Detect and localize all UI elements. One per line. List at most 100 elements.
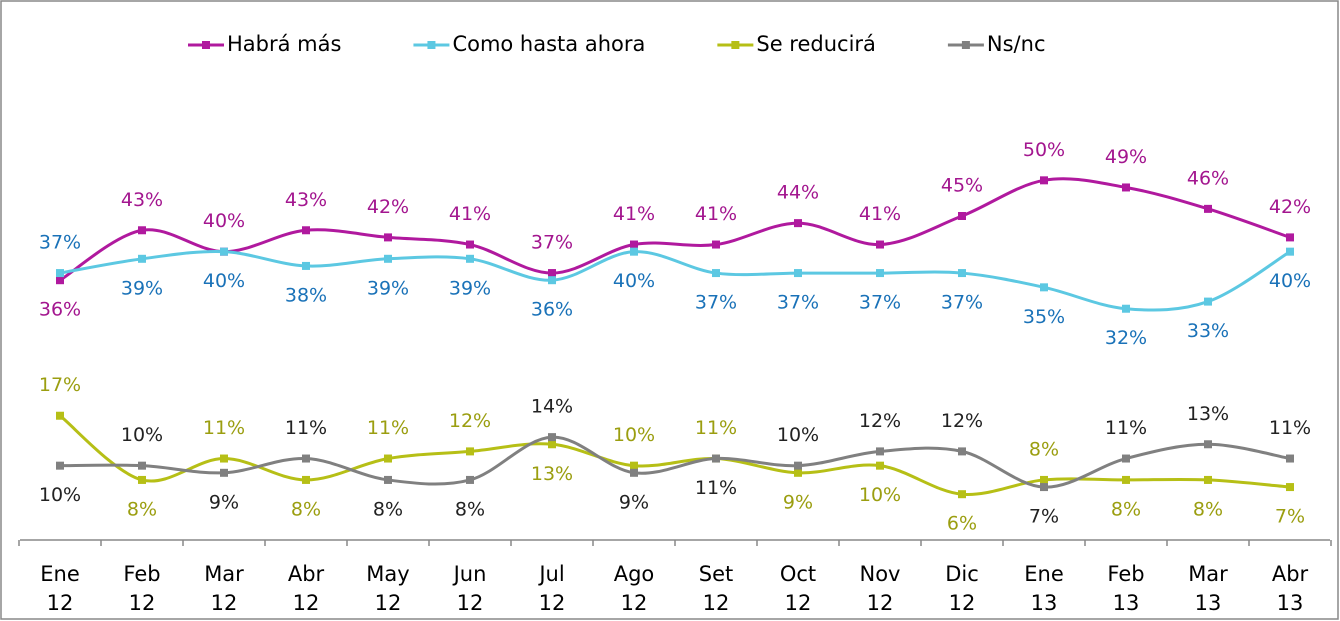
legend-label: Se reducirá <box>756 32 876 56</box>
data-label: 40% <box>1269 270 1311 292</box>
point-marker <box>1122 454 1130 463</box>
x-tick-label: Jul 12 <box>537 562 565 615</box>
point-marker <box>1204 440 1212 449</box>
x-tick-label: Mar 12 <box>204 562 244 615</box>
data-label: 10% <box>613 424 655 446</box>
data-label: 50% <box>1023 139 1065 161</box>
data-label: 10% <box>121 424 163 446</box>
point-marker <box>1286 454 1294 463</box>
data-label: 8% <box>1029 438 1059 460</box>
point-marker <box>876 447 884 456</box>
data-label: 11% <box>695 417 737 439</box>
point-marker <box>466 254 474 263</box>
point-marker <box>302 226 310 235</box>
data-label: 43% <box>285 189 327 211</box>
point-marker <box>138 226 146 235</box>
data-label: 9% <box>783 491 813 513</box>
point-marker <box>56 411 64 420</box>
point-marker <box>1122 304 1130 313</box>
data-label: 6% <box>947 513 977 535</box>
point-marker <box>56 276 64 285</box>
data-label: 36% <box>39 299 81 321</box>
x-tick-label: Ago 12 <box>614 562 655 615</box>
x-tick-label: Dic 12 <box>945 562 979 615</box>
data-label: 8% <box>373 498 403 520</box>
point-marker <box>630 247 638 256</box>
data-label: 14% <box>531 396 573 418</box>
point-marker <box>630 461 638 470</box>
point-marker <box>384 254 392 263</box>
data-label: 13% <box>531 463 573 485</box>
series-line <box>59 249 1291 312</box>
data-label: 42% <box>1269 196 1311 218</box>
point-marker <box>958 447 966 456</box>
point-marker <box>1040 283 1048 292</box>
point-marker <box>384 233 392 242</box>
data-label: 8% <box>1193 498 1223 520</box>
point-marker <box>1204 297 1212 306</box>
data-label: 13% <box>1187 403 1229 425</box>
series-line <box>59 177 1291 282</box>
data-label: 8% <box>127 498 157 520</box>
data-label: 41% <box>695 203 737 225</box>
x-tick-label: May 12 <box>366 562 409 615</box>
point-marker <box>302 261 310 270</box>
data-label: 10% <box>777 424 819 446</box>
data-label: 12% <box>941 410 983 432</box>
data-label: 32% <box>1105 327 1147 349</box>
legend-marker <box>731 41 740 49</box>
point-marker <box>384 454 392 463</box>
point-marker <box>794 219 802 228</box>
legend-marker <box>427 41 436 49</box>
point-marker <box>302 454 310 463</box>
point-marker <box>712 454 720 463</box>
data-label: 39% <box>449 277 491 299</box>
point-marker <box>548 276 556 285</box>
point-marker <box>466 447 474 456</box>
data-label: 37% <box>859 292 901 314</box>
data-label: 46% <box>1187 167 1229 189</box>
x-tick-label: Mar 13 <box>1188 562 1228 615</box>
data-label: 39% <box>367 277 409 299</box>
data-label: 41% <box>859 203 901 225</box>
data-label: 11% <box>367 417 409 439</box>
data-label: 10% <box>39 484 81 506</box>
point-marker <box>466 475 474 484</box>
data-label: 11% <box>1269 417 1311 439</box>
point-marker <box>958 490 966 499</box>
point-marker <box>138 475 146 484</box>
data-label: 39% <box>121 277 163 299</box>
data-label: 41% <box>613 203 655 225</box>
legend-label: Ns/nc <box>987 32 1046 56</box>
x-tick-label: Ene 12 <box>40 562 80 615</box>
data-label: 10% <box>859 484 901 506</box>
data-label: 40% <box>203 210 245 232</box>
point-marker <box>1040 475 1048 484</box>
legend-marker <box>961 41 970 49</box>
data-label: 8% <box>1111 498 1141 520</box>
data-label: 17% <box>39 374 81 396</box>
data-label: 41% <box>449 203 491 225</box>
point-marker <box>794 461 802 470</box>
point-marker <box>712 240 720 249</box>
data-label: 11% <box>1105 417 1147 439</box>
legend-marker <box>202 41 210 49</box>
data-label: 11% <box>203 417 245 439</box>
x-tick-label: Feb 12 <box>123 562 160 615</box>
point-marker <box>630 468 638 477</box>
point-marker <box>1286 483 1294 492</box>
data-label: 8% <box>455 498 485 520</box>
point-marker <box>712 269 720 278</box>
point-marker <box>1122 475 1130 484</box>
data-label: 11% <box>695 477 737 499</box>
data-label: 44% <box>777 182 819 204</box>
legend-label: Habrá más <box>227 32 341 56</box>
point-marker <box>138 461 146 470</box>
data-label: 33% <box>1187 320 1229 342</box>
data-label: 49% <box>1105 146 1147 168</box>
data-label: 11% <box>285 417 327 439</box>
x-tick-label: Abr 13 <box>1272 562 1309 615</box>
data-label: 12% <box>859 410 901 432</box>
